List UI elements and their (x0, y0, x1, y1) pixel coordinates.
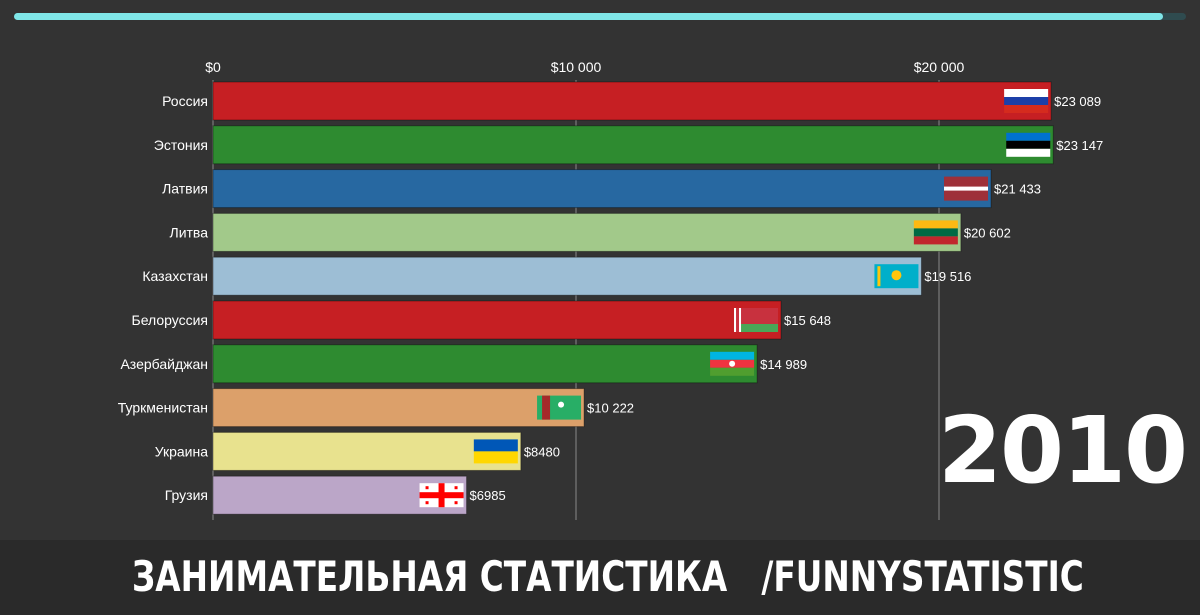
flag-part (877, 266, 881, 287)
x-tick-label: $20 000 (914, 59, 965, 75)
flag-part (558, 401, 565, 408)
x-tick-label: $0 (205, 59, 221, 75)
flag-part (913, 228, 958, 237)
flag-part (1004, 89, 1049, 97)
flag-part (710, 367, 755, 376)
bar (212, 212, 962, 252)
category-label: Эстония (154, 137, 208, 153)
value-label: $21 433 (994, 182, 1041, 197)
turkmenistan-flag (537, 395, 582, 420)
year-label: 2010 (937, 397, 1188, 504)
category-label: Грузия (165, 487, 208, 503)
flag-part (473, 451, 518, 464)
flag-part (1006, 148, 1051, 157)
lithuania-flag (913, 220, 958, 245)
bar (212, 125, 1054, 165)
flag-part (454, 486, 458, 490)
value-label: $14 989 (760, 357, 807, 372)
bar (212, 300, 782, 340)
bar (212, 81, 1052, 121)
footer-handle: /FUNNYSTATISTIC (761, 552, 1084, 601)
flag-part (425, 501, 429, 505)
flag-part (473, 439, 518, 452)
estonia-flag (1006, 132, 1051, 157)
kazakhstan-flag (874, 264, 919, 289)
georgia-flag (419, 483, 464, 508)
flag-part (913, 220, 958, 229)
ukraine-flag (473, 439, 518, 464)
x-tick-label: $10 000 (551, 59, 602, 75)
category-label: Туркменистан (118, 400, 208, 416)
category-label: Литва (170, 224, 209, 240)
timeline-progress-track (14, 13, 1186, 20)
footer-title: ЗАНИМАТЕЛЬНАЯ СТАТИСТИКА (132, 552, 728, 601)
footer-text: ЗАНИМАТЕЛЬНАЯ СТАТИСТИКА /FUNNYSTATISTIC (132, 551, 1084, 603)
flag-part (729, 360, 736, 367)
flag-part (736, 308, 740, 332)
flag-part (1006, 140, 1051, 149)
bar-chart: $0 $10 000 $20 000 Россия $23 089 Эстония $23 … (118, 59, 1103, 520)
flag-part (454, 501, 458, 505)
category-label: Украина (155, 443, 209, 459)
latvia-flag (944, 176, 989, 201)
flag-part (1004, 105, 1049, 113)
bar (212, 431, 522, 471)
value-label: $10 222 (587, 401, 634, 416)
flag-part (542, 395, 551, 420)
bar (212, 388, 585, 428)
bar (212, 256, 922, 296)
azerbaijan-flag (710, 351, 755, 376)
value-label: $23 147 (1056, 138, 1103, 153)
flag-part (1006, 132, 1051, 141)
value-label: $19 516 (924, 269, 971, 284)
footer-banner (0, 540, 1200, 615)
category-label: Россия (162, 93, 208, 109)
value-label: $6985 (470, 488, 506, 503)
category-label: Азербайджан (120, 356, 208, 372)
value-label: $20 602 (964, 225, 1011, 240)
bar (212, 344, 758, 384)
belarus-flag (734, 308, 779, 332)
value-label: $8480 (524, 444, 560, 459)
flag-part (891, 270, 902, 281)
category-label: Казахстан (142, 268, 208, 284)
flag-part (944, 186, 989, 191)
flag-part (710, 351, 755, 360)
category-label: Белоруссия (132, 312, 209, 328)
bar (212, 169, 992, 209)
flag-part (419, 492, 464, 499)
flag-part (425, 486, 429, 490)
category-label: Латвия (162, 181, 208, 197)
flag-part (734, 324, 779, 332)
flag-part (734, 308, 779, 324)
flag-part (913, 236, 958, 245)
value-label: $15 648 (784, 313, 831, 328)
flag-part (1004, 97, 1049, 105)
timeline-progress-fill (14, 13, 1163, 20)
russia-flag (1004, 89, 1049, 113)
value-label: $23 089 (1054, 94, 1101, 109)
